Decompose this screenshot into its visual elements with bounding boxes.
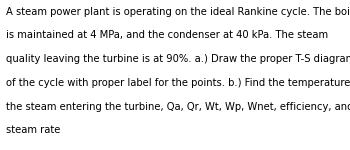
Text: of the cycle with proper label for the points. b.) Find the temperature of: of the cycle with proper label for the p… (6, 78, 350, 88)
Text: A steam power plant is operating on the ideal Rankine cycle. The boiler: A steam power plant is operating on the … (6, 7, 350, 17)
Text: steam rate: steam rate (6, 125, 61, 135)
Text: quality leaving the turbine is at 90%. a.) Draw the proper T-S diagram: quality leaving the turbine is at 90%. a… (6, 54, 350, 64)
Text: is maintained at 4 MPa, and the condenser at 40 kPa. The steam: is maintained at 4 MPa, and the condense… (6, 30, 328, 40)
Text: the steam entering the turbine, Qa, Qr, Wt, Wp, Wnet, efficiency, and: the steam entering the turbine, Qa, Qr, … (6, 102, 350, 112)
